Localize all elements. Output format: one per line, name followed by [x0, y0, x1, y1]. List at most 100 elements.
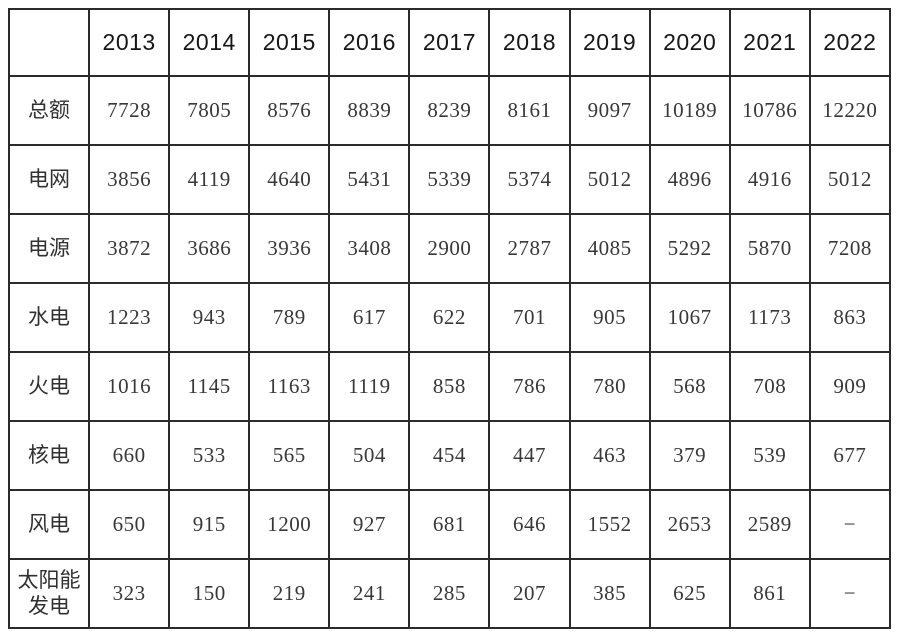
table-row: 总额 7728 7805 8576 8839 8239 8161 9097 10189 10786…	[7, 75, 892, 146]
value-cell: 150	[168, 558, 251, 629]
table-row: 核电 660 533 565 504 454 447 463 379 539 677	[7, 420, 892, 491]
value-cell: 5339	[408, 144, 491, 215]
value-cell: 1200	[248, 489, 331, 560]
value-cell: 915	[168, 489, 251, 560]
value-cell: 660	[88, 420, 171, 491]
value-cell: 3408	[328, 213, 411, 284]
value-cell: 1552	[568, 489, 651, 560]
value-cell: 463	[568, 420, 651, 491]
value-cell: 5012	[568, 144, 651, 215]
value-cell: 8161	[488, 75, 571, 146]
value-cell: 650	[88, 489, 171, 560]
table-row: 风电 650 915 1200 927 681 646 1552 2653 2589−	[7, 489, 892, 560]
value-cell: 7208	[808, 213, 892, 284]
value-cell: 568	[648, 351, 731, 422]
value-cell: 539	[728, 420, 811, 491]
table-row: 电网 3856 4119 4640 5431 5339 5374 5012 4896 4916 50…	[7, 144, 892, 215]
value-cell: 3686	[168, 213, 251, 284]
value-cell: 5870	[728, 213, 811, 284]
value-cell: 4085	[568, 213, 651, 284]
table-row: 电源 3872 3686 3936 3408 2900 2787 4085 5292 5870 72…	[7, 213, 892, 284]
value-cell: 927	[328, 489, 411, 560]
value-cell: 565	[248, 420, 331, 491]
value-cell: 4640	[248, 144, 331, 215]
table-header: 2013 2014 2015 2016 2017 2018 2019 2020 2021 2022	[7, 8, 892, 77]
value-cell: 5431	[328, 144, 411, 215]
year-header: 2013	[88, 8, 171, 77]
value-cell: 241	[328, 558, 411, 629]
row-label: 太阳能发电	[7, 558, 91, 629]
value-cell: 681	[408, 489, 491, 560]
value-cell: 9097	[568, 75, 651, 146]
value-cell: 8839	[328, 75, 411, 146]
year-header: 2018	[488, 8, 571, 77]
value-cell: 5012	[808, 144, 892, 215]
value-cell: 943	[168, 282, 251, 353]
table-body: 总额 7728 7805 8576 8839 8239 8161 9097 10189 10786…	[7, 75, 892, 629]
value-cell: 385	[568, 558, 651, 629]
value-cell: −	[808, 489, 892, 560]
header-row: 2013 2014 2015 2016 2017 2018 2019 2020 2021 2022	[7, 8, 892, 77]
value-cell: 905	[568, 282, 651, 353]
value-cell: 4916	[728, 144, 811, 215]
year-header: 2019	[568, 8, 651, 77]
row-label: 水电	[7, 282, 91, 353]
value-cell: 285	[408, 558, 491, 629]
value-cell: 1119	[328, 351, 411, 422]
value-cell: 1223	[88, 282, 171, 353]
value-cell: 2653	[648, 489, 731, 560]
value-cell: 3856	[88, 144, 171, 215]
value-cell: 1173	[728, 282, 811, 353]
value-cell: 4896	[648, 144, 731, 215]
value-cell: 8576	[248, 75, 331, 146]
row-label: 总额	[7, 75, 91, 146]
value-cell: 863	[808, 282, 892, 353]
value-cell: 504	[328, 420, 411, 491]
value-cell: 10189	[648, 75, 731, 146]
value-cell: 909	[808, 351, 892, 422]
value-cell: 708	[728, 351, 811, 422]
value-cell: 219	[248, 558, 331, 629]
value-cell: 677	[808, 420, 892, 491]
table-row: 火电 1016 1145 1163 1119 858 786 780 568 708 909	[7, 351, 892, 422]
value-cell: 323	[88, 558, 171, 629]
value-cell: 617	[328, 282, 411, 353]
value-cell: 1163	[248, 351, 331, 422]
value-cell: 622	[408, 282, 491, 353]
value-cell: 786	[488, 351, 571, 422]
value-cell: 12220	[808, 75, 892, 146]
value-cell: 5292	[648, 213, 731, 284]
year-header: 2020	[648, 8, 731, 77]
value-cell: 379	[648, 420, 731, 491]
corner-cell	[7, 8, 91, 77]
row-label: 风电	[7, 489, 91, 560]
value-cell: 7805	[168, 75, 251, 146]
value-cell: 7728	[88, 75, 171, 146]
value-cell: 1145	[168, 351, 251, 422]
value-cell: 789	[248, 282, 331, 353]
value-cell: 701	[488, 282, 571, 353]
table-row: 太阳能发电 323 150 219 241 285 207 385 625 861−	[7, 558, 892, 629]
year-header: 2015	[248, 8, 331, 77]
table-row: 水电 1223 943 789 617 622 701 905 1067 1173 863	[7, 282, 892, 353]
row-label: 电网	[7, 144, 91, 215]
value-cell: 780	[568, 351, 651, 422]
year-header: 2016	[328, 8, 411, 77]
value-cell: 1016	[88, 351, 171, 422]
value-cell: 1067	[648, 282, 731, 353]
value-cell: 861	[728, 558, 811, 629]
value-cell: 646	[488, 489, 571, 560]
value-cell: 10786	[728, 75, 811, 146]
data-table: 2013 2014 2015 2016 2017 2018 2019 2020 2021 2022…	[7, 8, 892, 629]
value-cell: 858	[408, 351, 491, 422]
year-header: 2021	[728, 8, 811, 77]
year-header: 2017	[408, 8, 491, 77]
value-cell: 207	[488, 558, 571, 629]
value-cell: 5374	[488, 144, 571, 215]
table-container: 2013 2014 2015 2016 2017 2018 2019 2020 2021 2022…	[7, 8, 892, 629]
value-cell: 2787	[488, 213, 571, 284]
row-label: 火电	[7, 351, 91, 422]
value-cell: −	[808, 558, 892, 629]
value-cell: 8239	[408, 75, 491, 146]
value-cell: 454	[408, 420, 491, 491]
